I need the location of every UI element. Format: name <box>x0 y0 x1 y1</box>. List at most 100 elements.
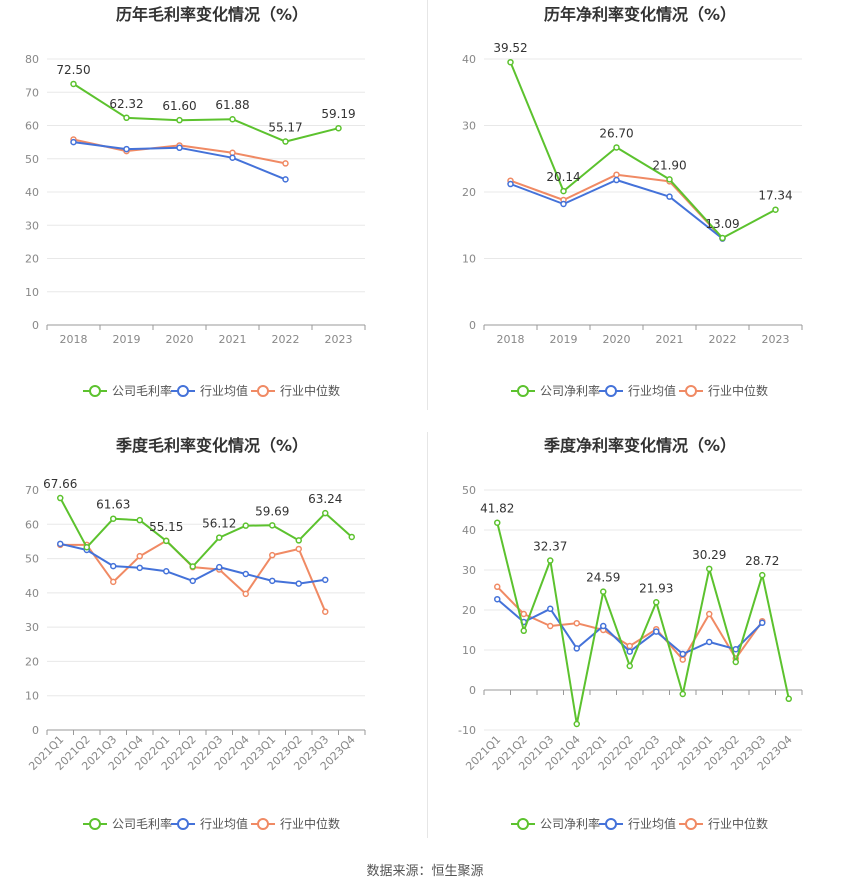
data-point <box>269 551 276 559</box>
data-point <box>136 564 143 572</box>
data-point <box>110 562 117 570</box>
data-label: 26.70 <box>599 126 633 140</box>
legend-swatch-marker <box>89 818 101 830</box>
legend-swatch-marker <box>517 385 529 397</box>
data-label: 61.60 <box>162 99 196 113</box>
legend-item: 行业均值 <box>171 816 248 831</box>
data-label: 21.93 <box>639 581 673 595</box>
data-label: 24.59 <box>586 571 620 585</box>
data-point <box>547 557 554 564</box>
data-point <box>295 537 302 544</box>
legend-label: 公司净利率 <box>540 816 600 831</box>
x-tick-label: 2022 <box>709 333 737 346</box>
y-tick-label: 50 <box>25 153 39 166</box>
y-tick-label: 20 <box>25 253 39 266</box>
data-point <box>679 656 686 663</box>
x-tick-label: 2019 <box>113 333 141 346</box>
data-label: 20.14 <box>546 170 580 184</box>
data-point <box>759 619 766 627</box>
data-point <box>163 568 170 575</box>
data-point <box>295 580 302 587</box>
y-tick-label: 0 <box>469 319 476 332</box>
chart-panel-2: 历年净利率变化情况（%） 0 10 20 30 40 2018 2019 2020 2021 202… <box>462 5 803 398</box>
data-point <box>613 176 620 184</box>
y-tick-label: 30 <box>462 564 476 577</box>
y-tick-label: 40 <box>462 53 476 66</box>
x-tick-label: 2021 <box>656 333 684 346</box>
data-point <box>242 522 249 529</box>
data-label: 61.88 <box>215 98 249 112</box>
data-point <box>759 571 766 579</box>
y-tick-label: 70 <box>25 86 39 99</box>
legend-item: 公司净利率 <box>511 816 600 831</box>
data-label: 72.50 <box>56 63 90 77</box>
series-line <box>509 61 776 239</box>
legend-item: 公司净利率 <box>511 383 600 398</box>
y-tick-label: 40 <box>462 524 476 537</box>
x-tick-label: 2019 <box>550 333 578 346</box>
y-tick-label: 10 <box>462 644 476 657</box>
data-point <box>322 509 329 517</box>
series-line <box>496 522 790 725</box>
data-label: 55.15 <box>149 520 183 534</box>
data-point <box>560 187 567 195</box>
data-point <box>282 138 289 145</box>
data-point <box>494 583 501 591</box>
legend-item: 行业中位数 <box>251 383 340 398</box>
legend-item: 行业中位数 <box>679 383 768 398</box>
y-tick-label: 80 <box>25 53 39 66</box>
data-label: 61.63 <box>96 498 130 512</box>
legend-label: 公司净利率 <box>540 383 600 398</box>
chart-title: 季度净利率变化情况（%） <box>543 436 736 455</box>
data-point <box>613 144 620 151</box>
legend-item: 行业均值 <box>171 383 248 398</box>
bottom-divider <box>427 432 428 838</box>
data-point <box>57 540 64 548</box>
data-label: 59.69 <box>255 504 289 518</box>
data-point <box>176 144 183 152</box>
legend-item: 公司毛利率 <box>83 816 172 831</box>
chart-panel-3: 季度毛利率变化情况（%）0102030405060702021Q12021Q22… <box>25 436 366 831</box>
chart-panel-4: 季度净利率变化情况（%）-10010203040502021Q12021Q220… <box>458 436 803 831</box>
legend-item: 行业中位数 <box>251 816 340 831</box>
data-point <box>600 622 607 630</box>
data-point <box>176 116 183 124</box>
data-point <box>600 588 607 595</box>
data-point <box>706 610 713 618</box>
y-tick-label: 0 <box>32 724 39 737</box>
data-point <box>242 590 249 598</box>
data-point <box>282 176 289 183</box>
data-point <box>666 176 673 183</box>
series-line <box>510 173 724 240</box>
y-tick-label: 20 <box>25 655 39 668</box>
data-point <box>494 519 501 526</box>
data-point <box>626 662 633 670</box>
data-label: 39.52 <box>493 41 527 55</box>
data-point <box>216 563 223 571</box>
data-point <box>560 200 567 208</box>
data-point <box>229 115 236 123</box>
data-point <box>573 619 580 627</box>
data-label: 56.12 <box>202 517 236 531</box>
data-point <box>520 627 527 635</box>
data-source-note: 数据来源：恒生聚源 <box>366 864 484 879</box>
data-label: 67.66 <box>43 477 77 491</box>
series-line <box>72 83 339 143</box>
data-point <box>136 552 143 560</box>
data-point <box>547 622 554 630</box>
y-tick-label: 40 <box>25 587 39 600</box>
y-tick-label: 30 <box>25 219 39 232</box>
y-tick-label: 20 <box>462 604 476 617</box>
legend-swatch-marker <box>89 385 101 397</box>
data-point <box>732 645 739 653</box>
data-point <box>507 58 514 66</box>
legend-swatch-marker <box>605 385 617 397</box>
y-tick-label: 60 <box>25 518 39 531</box>
legend-swatch-marker <box>257 385 269 397</box>
legend-swatch-marker <box>605 818 617 830</box>
data-point <box>520 610 527 618</box>
data-point <box>507 180 514 188</box>
data-label: 28.72 <box>745 554 779 568</box>
data-point <box>57 494 64 502</box>
